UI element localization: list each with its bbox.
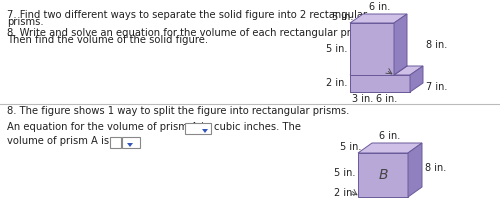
Text: 2 in.: 2 in. — [326, 79, 347, 88]
Text: 8 in.: 8 in. — [426, 40, 448, 50]
Text: volume of prism A is: volume of prism A is — [7, 136, 109, 146]
Bar — [122, 137, 140, 148]
Text: 5 in.: 5 in. — [334, 168, 355, 178]
Text: 7 in.: 7 in. — [426, 83, 448, 93]
Polygon shape — [350, 66, 423, 75]
Bar — [185, 123, 211, 134]
Polygon shape — [127, 143, 133, 147]
Text: 8. The figure shows 1 way to split the figure into rectangular prisms.: 8. The figure shows 1 way to split the f… — [7, 106, 349, 116]
Polygon shape — [408, 143, 422, 197]
Text: 2 in.: 2 in. — [334, 188, 355, 198]
Text: 6 in.: 6 in. — [376, 94, 397, 104]
Polygon shape — [358, 143, 422, 153]
Polygon shape — [202, 129, 208, 133]
Text: 6 in.: 6 in. — [380, 131, 400, 141]
Text: 5 in.: 5 in. — [326, 44, 347, 54]
Text: 6 in.: 6 in. — [369, 2, 390, 12]
Text: Then find the volume of the solid figure.: Then find the volume of the solid figure… — [7, 35, 208, 45]
Text: cubic inches. The: cubic inches. The — [214, 122, 301, 132]
Text: 7. Find two different ways to separate the solid figure into 2 rectangular: 7. Find two different ways to separate t… — [7, 10, 367, 20]
Polygon shape — [350, 14, 407, 23]
Polygon shape — [358, 153, 408, 197]
Polygon shape — [394, 14, 407, 75]
Text: 3 in.: 3 in. — [352, 94, 373, 104]
Text: An equation for the volume of prism A is: An equation for the volume of prism A is — [7, 122, 209, 132]
Text: 8. Write and solve an equation for the volume of each rectangular prism.: 8. Write and solve an equation for the v… — [7, 28, 372, 38]
Text: 8 in.: 8 in. — [425, 163, 446, 173]
Polygon shape — [410, 66, 423, 92]
Polygon shape — [350, 75, 410, 92]
Text: prisms.: prisms. — [7, 17, 44, 27]
Polygon shape — [350, 23, 394, 75]
Text: 5 in.: 5 in. — [340, 142, 361, 152]
Text: B: B — [378, 168, 388, 182]
Bar — [110, 137, 121, 148]
Text: 5 in.: 5 in. — [332, 13, 353, 23]
